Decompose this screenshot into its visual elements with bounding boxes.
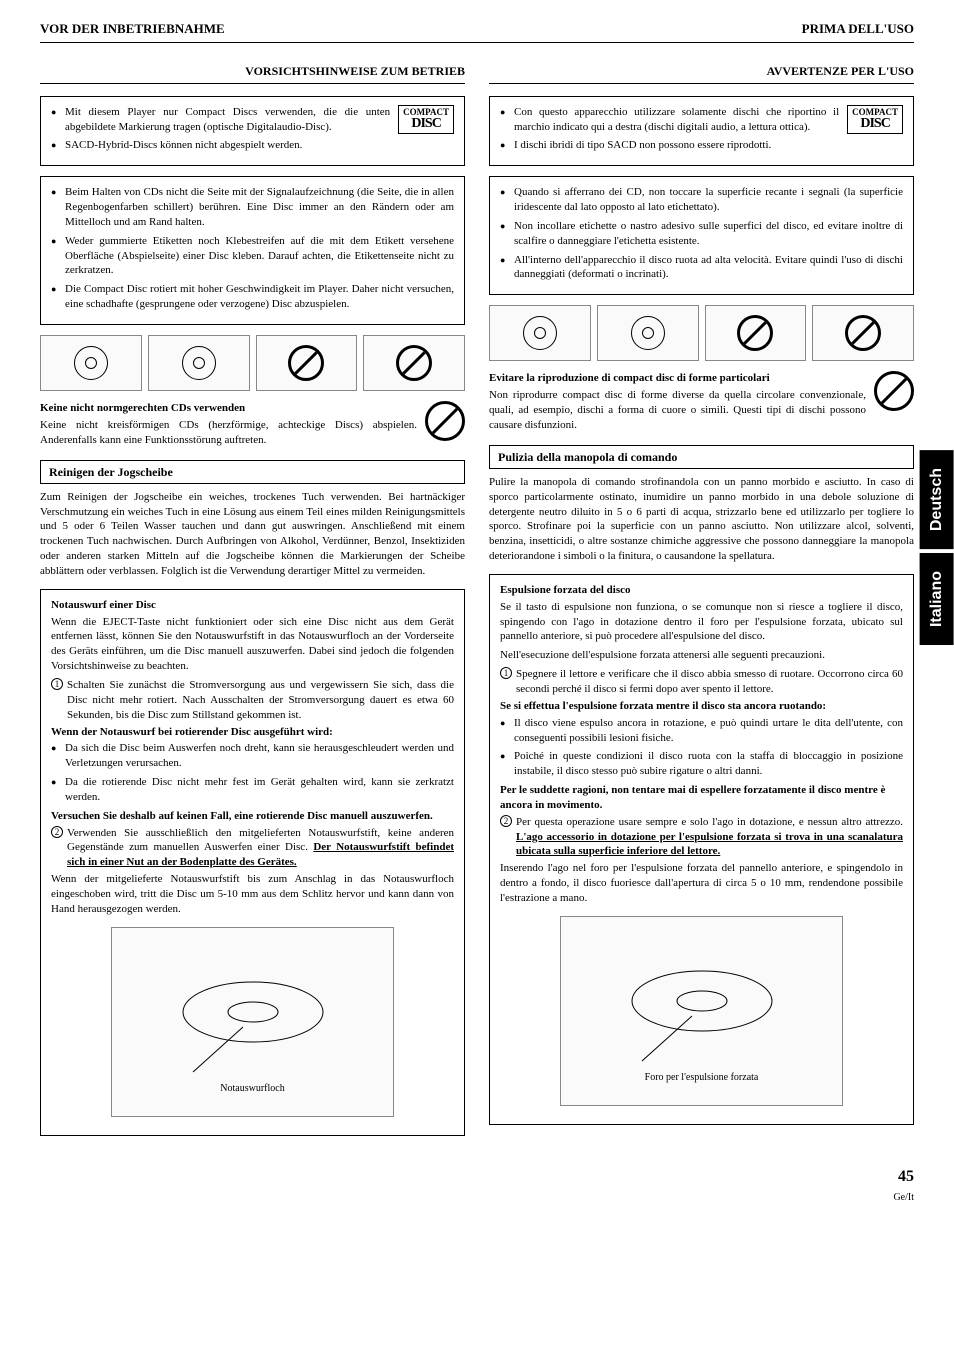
bullet: Quando si afferrano dei CD, non toccare … xyxy=(500,185,903,215)
eject-diagram: Notauswurfloch xyxy=(111,927,393,1117)
right-box-3: Espulsione forzata del disco Se il tasto… xyxy=(489,574,914,1125)
boxed-title: Pulizia della manopola di comando xyxy=(489,445,914,469)
bullet: Beim Halten von CDs nicht die Seite mit … xyxy=(51,185,454,230)
body-text: Pulire la manopola di comando strofinand… xyxy=(489,475,914,564)
subhead: Keine nicht normgerechten CDs verwenden xyxy=(40,401,465,416)
page-header: VOR DER INBETRIEBNAHME PRIMA DELL'USO xyxy=(40,20,914,43)
bullet: Da sich die Disc beim Auswerfen noch dre… xyxy=(51,741,454,771)
eject-diagram: Foro per l'espulsione forzata xyxy=(560,916,842,1106)
body-text: Wenn der mitgelieferte Notauswurfstift b… xyxy=(51,872,454,917)
numbered-step: 2Verwenden Sie ausschließlich den mitgel… xyxy=(51,826,454,871)
body-text: Zum Reinigen der Jogscheibe ein weiches,… xyxy=(40,490,465,579)
device-icon xyxy=(622,951,782,1071)
prohibit-shaped-disc-icon xyxy=(425,401,465,441)
footer-lang: Ge/It xyxy=(40,1191,914,1205)
right-section-title: AVVERTENZE PER L'USO xyxy=(767,63,914,79)
left-column: VORSICHTSHINWEISE ZUM BETRIEB COMPACT DI… xyxy=(40,63,465,1146)
tab-deutsch: Deutsch xyxy=(920,450,954,549)
bullet: Weder gummierte Etiketten noch Klebestre… xyxy=(51,234,454,279)
prohibit-icon xyxy=(812,305,914,361)
body-text: Non riprodurre compact disc di forme div… xyxy=(489,388,914,433)
numbered-step: 1Schalten Sie zunächst die Stromversorgu… xyxy=(51,678,454,723)
left-section-title-row: VORSICHTSHINWEISE ZUM BETRIEB xyxy=(40,63,465,84)
step-number-icon: 2 xyxy=(500,815,512,827)
prohibit-icon xyxy=(363,335,465,391)
page-number: 45 xyxy=(40,1166,914,1188)
bullet: All'interno dell'apparecchio il disco ru… xyxy=(500,253,903,283)
body-text: Wenn die EJECT-Taste nicht funktioniert … xyxy=(51,615,454,674)
subhead: Espulsione forzata del disco xyxy=(500,583,903,598)
disc-handling-icon xyxy=(148,335,250,391)
disc-handling-icon xyxy=(40,335,142,391)
left-section-title: VORSICHTSHINWEISE ZUM BETRIEB xyxy=(245,63,465,79)
body-text: Nell'esecuzione dell'espulsione forzata … xyxy=(500,648,903,663)
left-box-1: COMPACT DISC Mit diesem Player nur Compa… xyxy=(40,96,465,167)
prohibit-shaped-disc-icon xyxy=(874,371,914,411)
tab-italiano: Italiano xyxy=(920,553,954,645)
left-image-row-1 xyxy=(40,335,465,391)
subhead: Versuchen Sie deshalb auf keinen Fall, e… xyxy=(51,809,454,824)
subhead: Notauswurf einer Disc xyxy=(51,598,454,613)
boxed-title: Reinigen der Jogscheibe xyxy=(40,460,465,484)
bullet: Poiché in queste condizioni il disco ruo… xyxy=(500,749,903,779)
numbered-step: 2Per questa operazione usare sempre e so… xyxy=(500,815,903,860)
bullet: Mit diesem Player nur Compact Discs verw… xyxy=(51,105,454,135)
bullet: I dischi ibridi di tipo SACD non possono… xyxy=(500,138,903,153)
right-column: AVVERTENZE PER L'USO COMPACT DISC Con qu… xyxy=(489,63,914,1146)
subhead: Evitare la riproduzione di compact disc … xyxy=(489,371,914,386)
bullet: Die Compact Disc rotiert mit hoher Gesch… xyxy=(51,282,454,312)
step-number-icon: 2 xyxy=(51,826,63,838)
numbered-step: 1Spegnere il lettore e verificare che il… xyxy=(500,667,903,697)
header-left: VOR DER INBETRIEBNAHME xyxy=(40,20,225,38)
subhead: Per le suddette ragioni, non tentare mai… xyxy=(500,783,903,813)
disc-handling-icon xyxy=(489,305,591,361)
bullet: Il disco viene espulso ancora in rotazio… xyxy=(500,716,903,746)
body-text: Keine nicht kreisförmigen CDs (herzförmi… xyxy=(40,418,465,448)
header-right: PRIMA DELL'USO xyxy=(802,20,914,38)
prohibit-icon xyxy=(256,335,358,391)
device-icon xyxy=(173,962,333,1082)
right-section-title-row: AVVERTENZE PER L'USO xyxy=(489,63,914,84)
diagram-label: Notauswurfloch xyxy=(220,1082,284,1096)
subhead: Se si effettua l'espulsione forzata ment… xyxy=(500,699,903,714)
disc-handling-icon xyxy=(597,305,699,361)
step-number-icon: 1 xyxy=(500,667,512,679)
left-box-2: Beim Halten von CDs nicht die Seite mit … xyxy=(40,176,465,325)
bullet: Con questo apparecchio utilizzare solame… xyxy=(500,105,903,135)
body-text: Se il tasto di espulsione non funziona, … xyxy=(500,600,903,645)
left-box-3: Notauswurf einer Disc Wenn die EJECT-Tas… xyxy=(40,589,465,1136)
prohibit-icon xyxy=(705,305,807,361)
bullet: Da die rotierende Disc nicht mehr fest i… xyxy=(51,775,454,805)
language-tabs: Deutsch Italiano xyxy=(920,450,954,649)
right-image-row-1 xyxy=(489,305,914,361)
right-box-1: COMPACT DISC Con questo apparecchio util… xyxy=(489,96,914,167)
bullet: SACD-Hybrid-Discs können nicht abgespiel… xyxy=(51,138,454,153)
subhead: Wenn der Notauswurf bei rotierender Disc… xyxy=(51,725,454,740)
main-columns: VORSICHTSHINWEISE ZUM BETRIEB COMPACT DI… xyxy=(40,63,914,1146)
right-box-2: Quando si afferrano dei CD, non toccare … xyxy=(489,176,914,295)
step-number-icon: 1 xyxy=(51,678,63,690)
diagram-label: Foro per l'espulsione forzata xyxy=(645,1071,759,1085)
body-text: Inserendo l'ago nel foro per l'espulsion… xyxy=(500,861,903,906)
bullet: Non incollare etichette o nastro adesivo… xyxy=(500,219,903,249)
